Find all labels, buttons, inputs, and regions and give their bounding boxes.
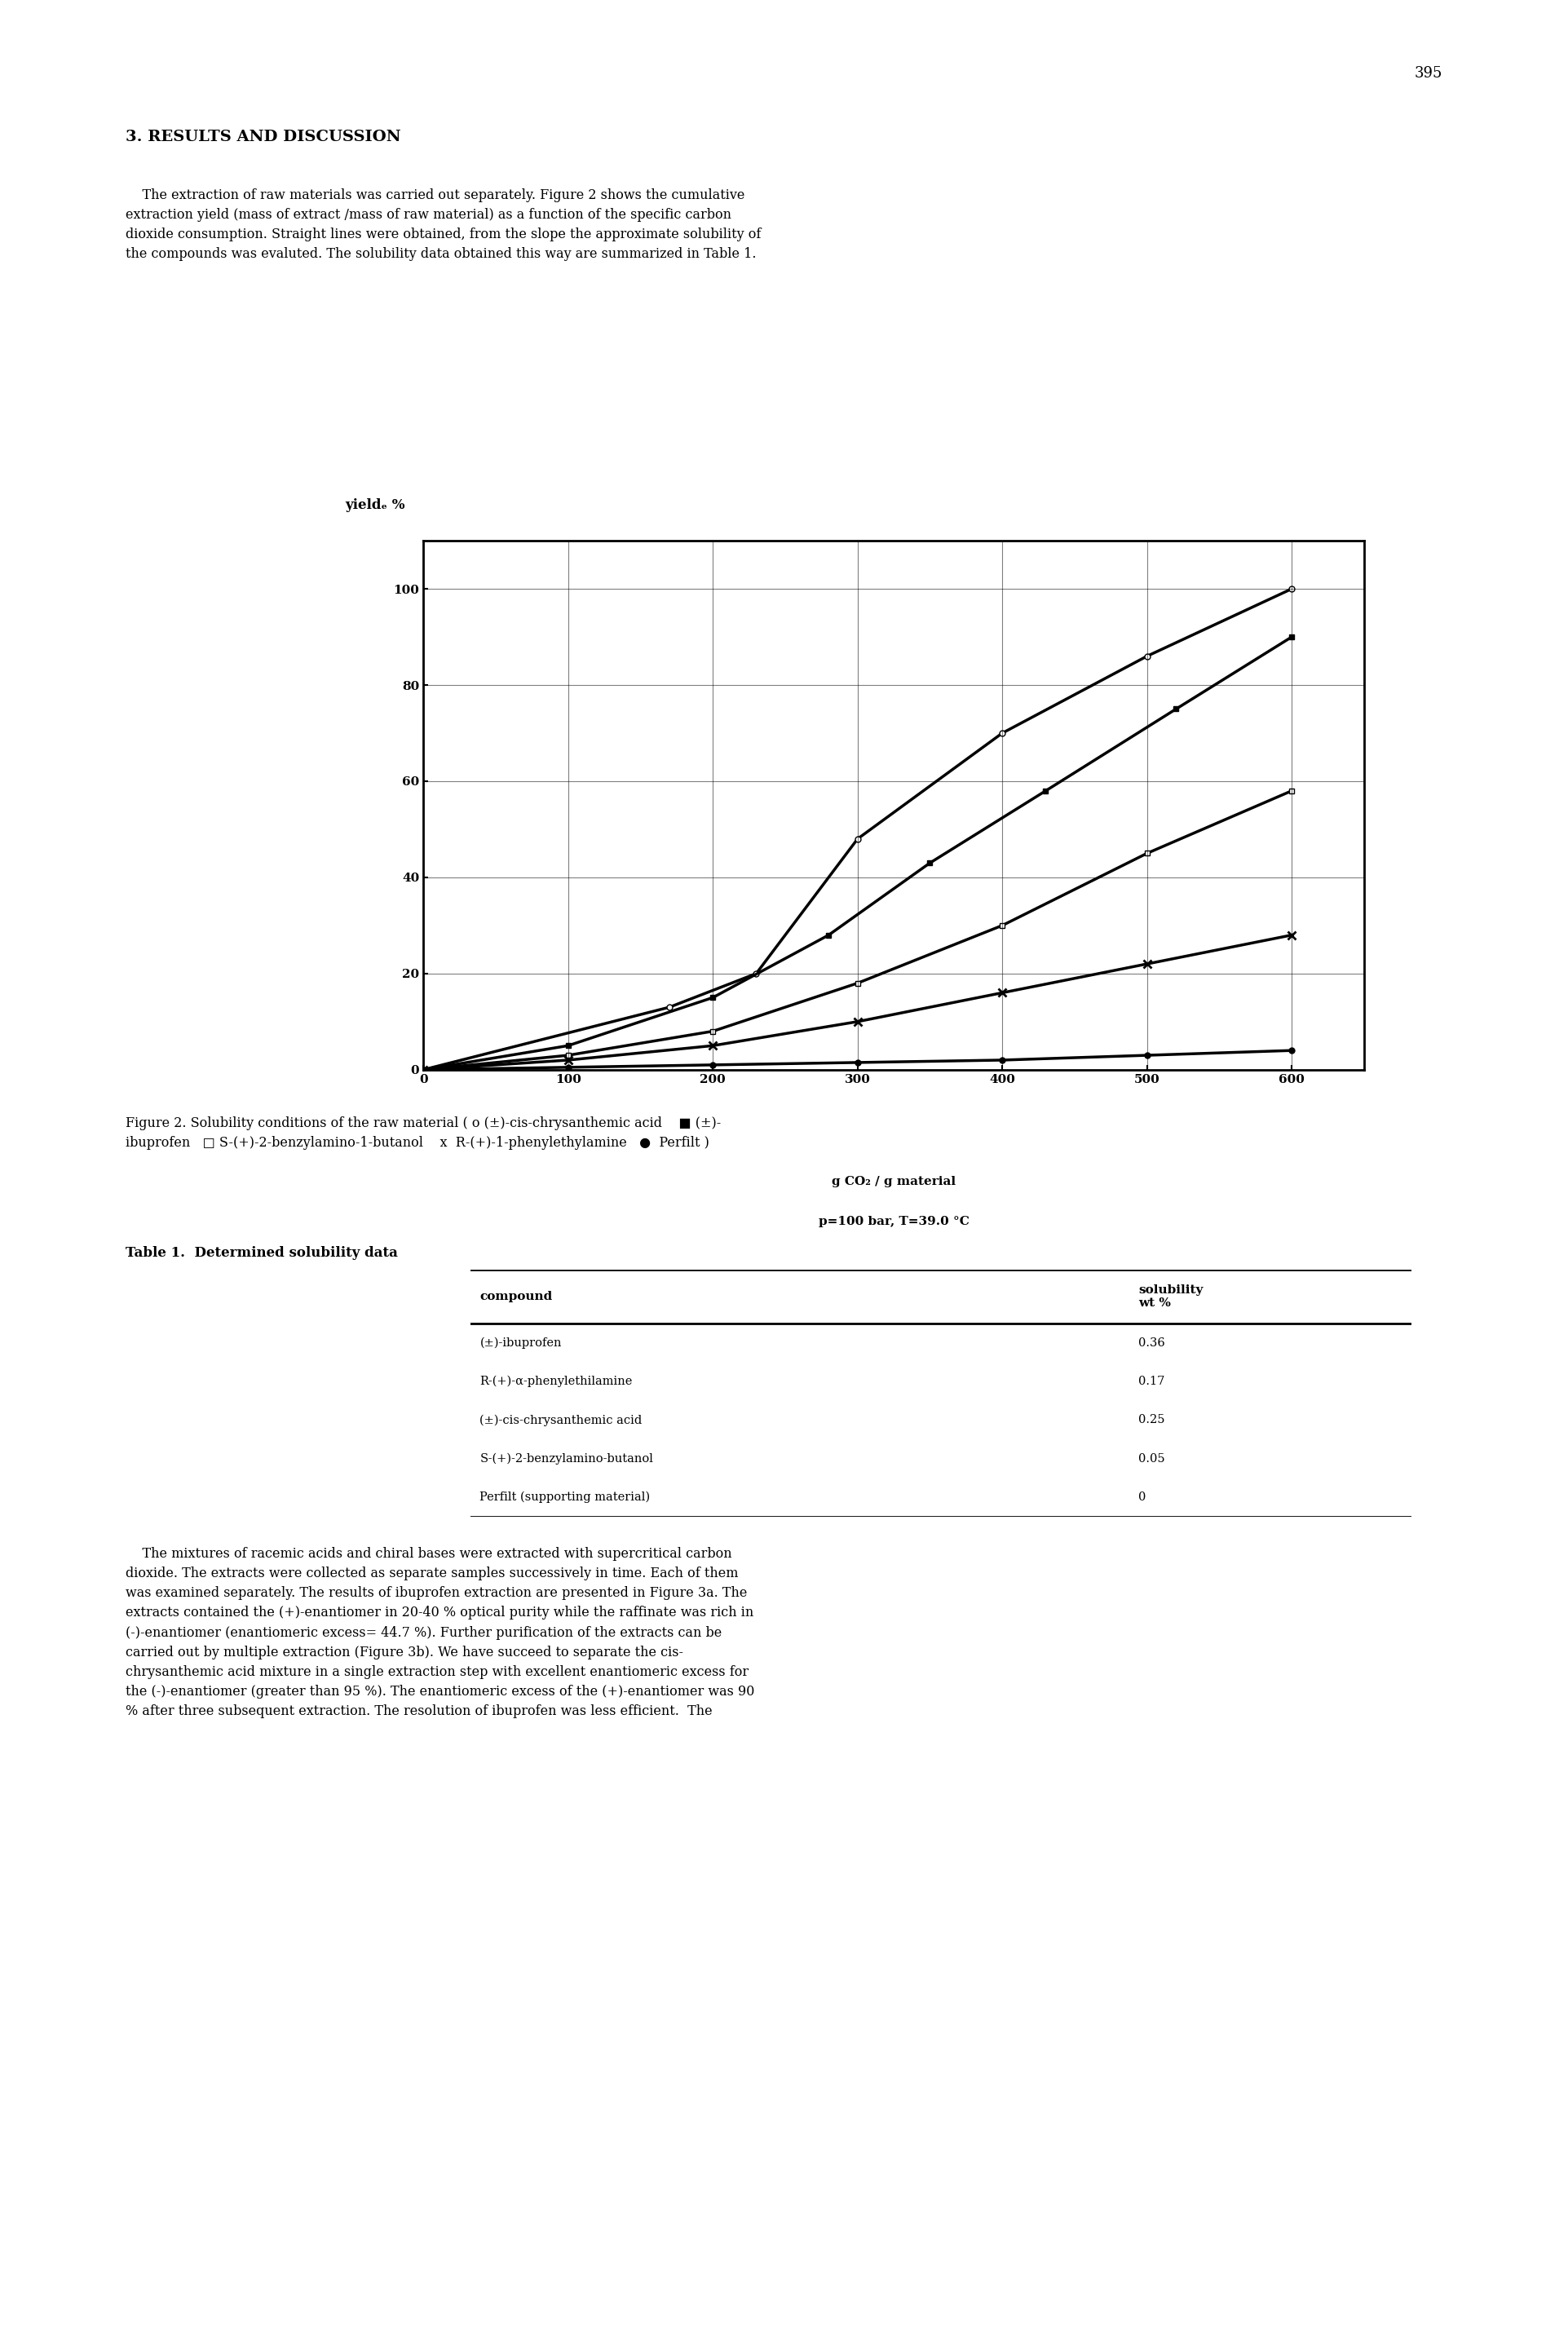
Text: 395: 395: [1414, 66, 1443, 80]
Text: 0.36: 0.36: [1138, 1338, 1165, 1349]
Text: (±)-cis-chrysanthemic acid: (±)-cis-chrysanthemic acid: [480, 1415, 643, 1427]
Text: compound: compound: [480, 1291, 552, 1302]
Text: Figure 2. Solubility conditions of the raw material ( o (±)-cis-chrysanthemic ac: Figure 2. Solubility conditions of the r…: [125, 1117, 721, 1150]
Text: Perfilt (supporting material): Perfilt (supporting material): [480, 1491, 651, 1502]
Text: (±)-ibuprofen: (±)-ibuprofen: [480, 1338, 561, 1349]
Text: 3. RESULTS AND DISCUSSION: 3. RESULTS AND DISCUSSION: [125, 129, 401, 143]
Text: 0.17: 0.17: [1138, 1375, 1165, 1387]
Text: yieldₑ %: yieldₑ %: [345, 498, 405, 513]
Text: 0.05: 0.05: [1138, 1453, 1165, 1465]
Text: Table 1.  Determined solubility data: Table 1. Determined solubility data: [125, 1246, 398, 1260]
Text: 0: 0: [1138, 1491, 1146, 1502]
Text: solubility
wt %: solubility wt %: [1138, 1284, 1203, 1310]
Text: g CO₂ / g material: g CO₂ / g material: [831, 1176, 956, 1187]
Text: The extraction of raw materials was carried out separately. Figure 2 shows the c: The extraction of raw materials was carr…: [125, 188, 760, 261]
Text: R-(+)-α-phenylethilamine: R-(+)-α-phenylethilamine: [480, 1375, 632, 1387]
Text: 0.25: 0.25: [1138, 1415, 1165, 1425]
Text: p=100 bar, T=39.0 °C: p=100 bar, T=39.0 °C: [818, 1215, 969, 1227]
Text: S-(+)-2-benzylamino-butanol: S-(+)-2-benzylamino-butanol: [480, 1453, 654, 1465]
Text: The mixtures of racemic acids and chiral bases were extracted with supercritical: The mixtures of racemic acids and chiral…: [125, 1547, 754, 1719]
